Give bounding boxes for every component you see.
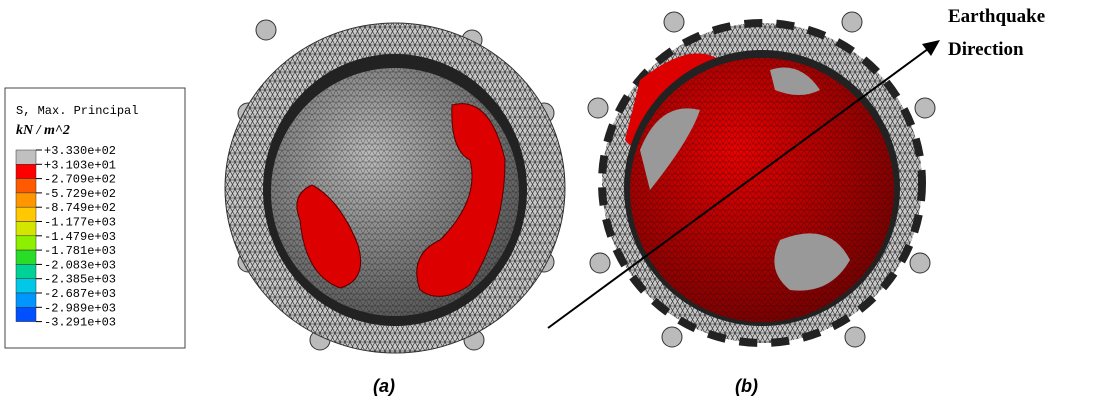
legend-swatch (16, 307, 36, 321)
legend-label: -3.291e+03 (44, 316, 116, 330)
legend-label: -5.729e+02 (44, 187, 116, 201)
legend-label: -2.687e+03 (44, 287, 116, 301)
legend: +3.330e+02+3.103e+01-2.709e+02-5.729e+02… (16, 144, 116, 330)
legend-label: -2.709e+02 (44, 173, 116, 187)
legend-label: -2.989e+03 (44, 301, 116, 315)
legend-swatch (16, 264, 36, 278)
panel-label: (a) (373, 376, 395, 396)
legend-unit: kN / m^2 (16, 123, 70, 138)
legend-label: -1.177e+03 (44, 216, 116, 230)
legend-label: +3.330e+02 (44, 144, 116, 158)
figure: S, Max. Principal kN / m^2 +3.330e+02+3.… (0, 0, 1095, 408)
legend-title: S, Max. Principal (16, 104, 138, 118)
legend-swatch (16, 293, 36, 307)
legend-label: -8.749e+02 (44, 201, 116, 215)
legend-label: -1.479e+03 (44, 230, 116, 244)
legend-swatch (16, 279, 36, 293)
legend-label: -2.083e+03 (44, 258, 116, 272)
legend-label: +3.103e+01 (44, 158, 116, 172)
legend-swatch (16, 179, 36, 193)
legend-label: -2.385e+03 (44, 273, 116, 287)
legend-swatch (16, 207, 36, 221)
annotation: Direction (948, 39, 1024, 60)
legend-swatch (16, 250, 36, 264)
legend-swatch (16, 222, 36, 236)
legend-swatch (16, 193, 36, 207)
legend-label: -1.781e+03 (44, 244, 116, 258)
model-b (588, 12, 935, 347)
model-a (225, 20, 565, 353)
arrow-head (922, 40, 940, 56)
annotation: Earthquake (948, 6, 1045, 27)
legend-swatch (16, 236, 36, 250)
panel-label: (b) (735, 376, 758, 396)
legend-swatch (16, 150, 36, 164)
legend-swatch (16, 164, 36, 178)
